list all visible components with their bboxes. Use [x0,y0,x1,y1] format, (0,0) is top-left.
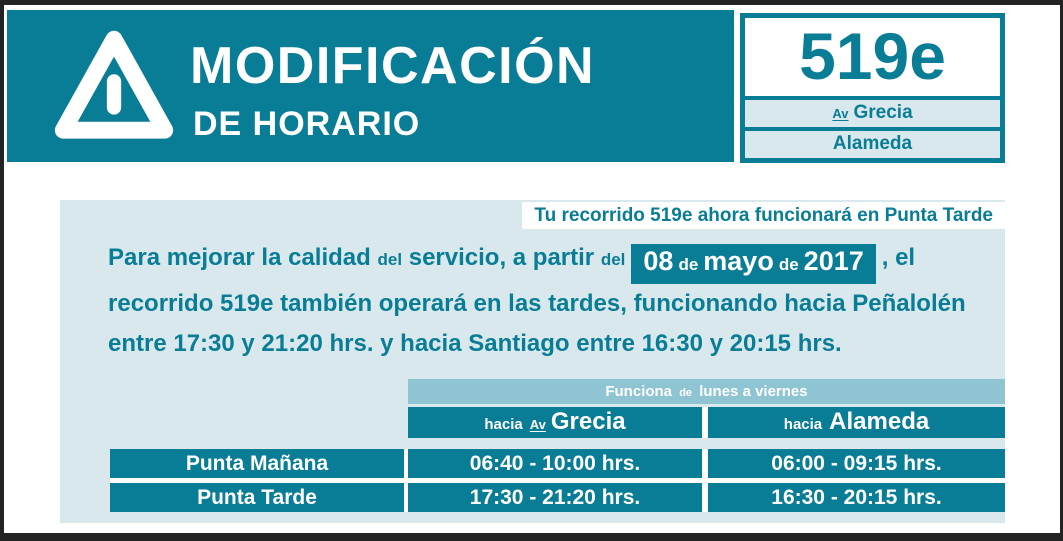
hacia-label: hacia [783,416,823,433]
message-line-3: entre 17:30 y 21:20 hrs. y hacia Santiag… [108,330,842,357]
row-label-punta-manana: Punta Mañana [110,449,404,478]
banner-title-line1: MODIFICACIÓN [190,37,596,95]
date-year: 2017 [803,246,864,276]
schedule-change-banner: MODIFICACIÓN DE HORARIO [7,10,734,162]
terminal-alameda-label: Alameda [832,133,913,154]
date-small-word: de [778,255,799,274]
hacia-label: hacia [484,416,523,433]
punta-tarde-grecia-hours: 17:30 - 21:20 hrs. [408,483,702,512]
notice-message: Para mejorar la calidad del servicio, a … [108,238,966,364]
message-text: servicio, a partir [408,244,595,271]
notice-panel: Tu recorrido 519e ahora funcionará en Pu… [60,200,1005,523]
warning-triangle-icon [49,21,179,151]
date-day: 08 [643,246,674,276]
column-header-grecia: hacia Av Grecia [408,407,702,438]
column-header-alameda: hacia Alameda [708,407,1005,438]
column-alameda-label: Alameda [829,408,930,435]
avenue-abbreviation: Av [529,417,546,432]
band-text: lunes a viernes [699,383,808,400]
column-grecia-label: Grecia [550,408,626,435]
message-text: Para mejorar la calidad [108,244,371,271]
route-box: 519e Av Grecia Alameda [740,13,1005,163]
message-line-1: Para mejorar la calidad del servicio, a … [108,238,966,284]
punta-manana-alameda-hours: 06:00 - 09:15 hrs. [708,449,1005,478]
banner-title-line2: DE HORARIO [193,105,421,143]
message-text: , el [881,244,916,271]
message-line-2: recorrido 519e también operará en las ta… [108,290,966,317]
route-terminal-grecia: Av Grecia [745,96,1000,127]
avenue-abbreviation: Av [832,106,849,121]
table-weekday-band: Funciona de lunes a viernes [408,379,1005,404]
row-label-punta-tarde: Punta Tarde [110,483,404,512]
route-number: 519e [799,19,946,93]
punta-manana-grecia-hours: 06:40 - 10:00 hrs. [408,449,702,478]
message-small-word: del [600,250,626,269]
punta-tarde-alameda-hours: 16:30 - 20:15 hrs. [708,483,1005,512]
band-text: Funciona [605,383,673,400]
route-terminal-alameda: Alameda [745,127,1000,158]
date-month: mayo [703,246,774,276]
message-small-word: del [377,250,403,269]
terminal-grecia-label: Grecia [853,102,913,123]
punta-tarde-badge: Tu recorrido 519e ahora funcionará en Pu… [522,202,1005,229]
date-highlight: 08 de mayo de 2017 [631,244,876,284]
band-small-word: de [679,387,693,399]
date-small-word: de [678,255,699,274]
